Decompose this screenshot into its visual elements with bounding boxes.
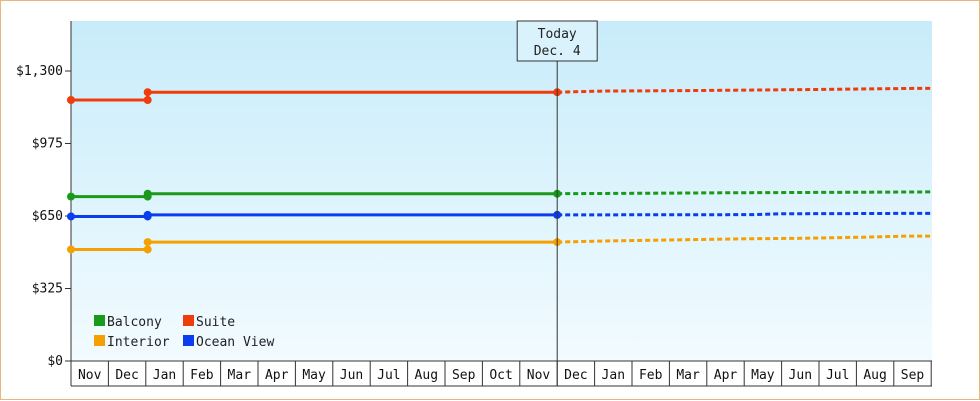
x-tick-label: Dec: [115, 368, 138, 383]
x-tick-label: May: [751, 368, 775, 383]
x-tick-label: Aug: [863, 368, 886, 383]
x-tick-label: Jan: [602, 368, 625, 383]
legend-label-balcony: Balcony: [107, 315, 162, 330]
ocean-view-data-point: [143, 210, 152, 219]
y-tick-label: $325: [32, 282, 63, 297]
x-tick-label: Sep: [901, 368, 925, 383]
x-tick-label: Nov: [78, 368, 102, 383]
today-box: [516, 20, 598, 62]
y-tick-label: $0: [47, 354, 63, 369]
balcony-projected-line: [557, 190, 932, 196]
x-tick-label: Mar: [676, 368, 700, 383]
legend-swatch-interior: [94, 335, 105, 346]
legend-swatch-ocean-view: [183, 335, 194, 346]
interior-data-point: [143, 245, 152, 254]
x-tick-label: Feb: [190, 368, 214, 383]
suite-data-point: [143, 96, 152, 104]
x-tick-label: Jan: [153, 368, 176, 383]
legend-swatch-suite: [183, 315, 194, 326]
interior-data-point: [67, 245, 75, 254]
x-tick-label: Jul: [826, 368, 849, 383]
x-tick-label: Mar: [228, 368, 252, 383]
x-tick-label: Apr: [714, 368, 738, 383]
x-tick-label: Jun: [789, 368, 812, 383]
x-tick-label: Jul: [377, 368, 400, 383]
x-tick-label: Sep: [452, 368, 476, 383]
x-tick-label: Nov: [527, 368, 551, 383]
today-date: Dec. 4: [534, 44, 581, 59]
ocean-view-projected-line: [557, 211, 932, 217]
balcony-data-point: [67, 192, 75, 201]
suite-data-point: [143, 88, 152, 97]
balcony-data-point: [143, 189, 152, 198]
x-tick-label: Jun: [340, 368, 363, 383]
legend-label-suite: Suite: [196, 315, 235, 330]
plot-background: [71, 21, 932, 361]
x-tick-label: May: [302, 368, 326, 383]
legend-label-interior: Interior: [107, 335, 170, 350]
x-tick-label: Feb: [639, 368, 663, 383]
ocean-view-data-point: [67, 212, 75, 221]
y-tick-label: $1,300: [16, 64, 63, 79]
legend-label-ocean-view: Ocean View: [196, 335, 274, 350]
y-tick-label: $975: [32, 137, 63, 152]
today-label: Today: [538, 27, 577, 42]
legend-swatch-balcony: [94, 315, 105, 326]
interior-data-point: [143, 238, 152, 247]
x-tick-label: Aug: [415, 368, 438, 383]
interior-projected-line: [557, 234, 932, 244]
suite-data-point: [67, 96, 75, 104]
suite-projected-line: [557, 86, 932, 94]
x-tick-label: Oct: [489, 368, 512, 383]
x-tick-label: Dec: [564, 368, 587, 383]
y-tick-label: $650: [32, 209, 63, 224]
x-tick-label: Apr: [265, 368, 289, 383]
